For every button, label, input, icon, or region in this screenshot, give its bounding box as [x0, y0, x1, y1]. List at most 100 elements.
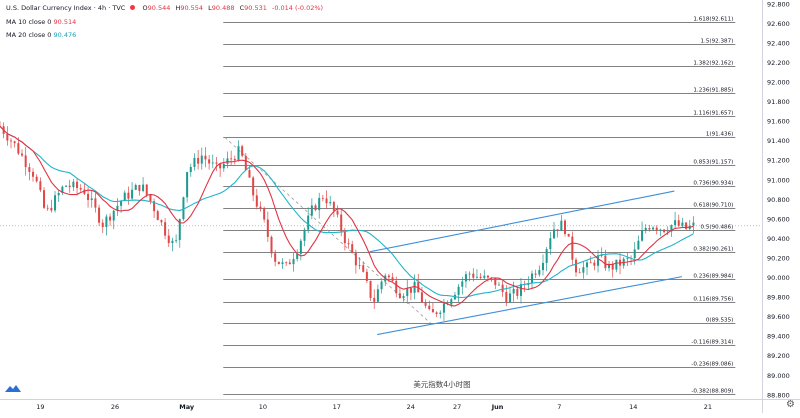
x-tick-label: May	[179, 403, 195, 411]
candle-body	[274, 253, 277, 262]
candle-body	[171, 240, 174, 244]
candle-body	[24, 155, 27, 168]
candle-body	[178, 219, 181, 241]
y-tick-label: 90.800	[767, 196, 790, 204]
candle-body	[160, 220, 163, 223]
candle-body	[72, 181, 75, 188]
candle-body	[329, 202, 332, 204]
candle-body	[655, 227, 658, 231]
y-tick-label: 92.600	[767, 20, 790, 28]
candle-body	[248, 170, 251, 178]
candle-body	[497, 284, 500, 286]
candle-body	[296, 253, 299, 260]
candle-body	[663, 229, 666, 233]
fib-level-label: -0.236(89.086)	[691, 362, 733, 368]
ohlc-high-value: 90.554	[180, 4, 204, 12]
candle-body	[413, 281, 416, 293]
candle-body	[9, 140, 13, 142]
candle-body	[149, 194, 152, 202]
y-tick-label: 92.000	[767, 79, 790, 87]
candle-body	[340, 214, 343, 232]
candle-body	[483, 275, 486, 278]
candle-body	[120, 200, 123, 206]
y-tick-label: 88.800	[767, 391, 790, 399]
ma10-legend[interactable]: MA 10 close 0 90.514	[6, 18, 76, 26]
ma10-line	[0, 125, 694, 307]
candle-body	[109, 216, 112, 221]
candle-body	[35, 176, 38, 182]
fib-trend-line	[224, 137, 431, 324]
y-tick-label: 90.400	[767, 235, 790, 243]
y-tick-label: 90.600	[767, 215, 790, 223]
candle-body	[314, 205, 317, 211]
candle-body	[475, 276, 478, 278]
candle-body	[123, 192, 126, 201]
candle-body	[219, 163, 222, 169]
candle-body	[28, 167, 31, 172]
x-tick-label: 10	[259, 403, 267, 411]
x-tick-label: 14	[629, 403, 637, 411]
fib-level-label: -0.116(89.314)	[691, 340, 733, 346]
candle-body	[450, 299, 453, 305]
candle-body	[644, 228, 647, 231]
candle-body	[479, 276, 482, 278]
candle-body	[387, 275, 390, 278]
candle-body	[57, 192, 60, 196]
candle-body	[21, 153, 24, 156]
fib-level-label: 0.236(89.984)	[693, 274, 733, 280]
candle-body	[575, 259, 578, 273]
candle-body	[98, 207, 101, 223]
candle-body	[420, 292, 423, 303]
candle-body	[61, 186, 64, 193]
candle-body	[164, 222, 167, 236]
symbol-legend[interactable]: U.S. Dollar Currency Index · 4h · TVC O9…	[6, 4, 324, 12]
fib-level-label: 1.116(91.657)	[693, 111, 733, 117]
candle-body	[153, 201, 156, 212]
x-tick-label: 17	[333, 403, 341, 411]
candle-body	[534, 273, 537, 275]
symbol-name[interactable]: U.S. Dollar Currency Index	[6, 4, 92, 12]
candle-body	[560, 220, 563, 231]
chart-title: 美元指数4小时图	[413, 379, 470, 389]
ma20-legend[interactable]: MA 20 close 0 90.476	[6, 31, 76, 39]
candle-body	[380, 281, 383, 290]
candle-body	[626, 257, 629, 259]
candle-body	[307, 215, 310, 230]
candle-body	[310, 205, 313, 216]
tradingview-logo-icon[interactable]	[4, 383, 22, 393]
candle-body	[215, 162, 218, 164]
candle-body	[674, 220, 677, 226]
candle-body	[461, 281, 464, 287]
candle-body	[208, 159, 211, 164]
candle-body	[641, 230, 644, 241]
candle-body	[351, 244, 354, 253]
gear-icon[interactable]: ⚙	[786, 399, 795, 410]
candle-body	[685, 222, 688, 229]
candle-body	[332, 202, 335, 211]
candle-body	[321, 197, 324, 199]
candle-body	[556, 229, 559, 231]
interval-label[interactable]: 4h	[97, 4, 107, 12]
y-tick-label: 91.800	[767, 98, 790, 106]
candle-body	[549, 238, 552, 250]
candle-body	[336, 210, 339, 215]
ohlc-open-value: 90.544	[147, 4, 171, 12]
candle-body	[516, 288, 519, 296]
ohlc-close-label: C	[239, 4, 245, 12]
candle-body	[244, 155, 247, 171]
candle-body	[94, 198, 97, 208]
fib-level-label: 1.236(91.885)	[693, 88, 733, 94]
y-tick-label: 91.400	[767, 137, 790, 145]
candle-body	[54, 195, 57, 211]
candle-body	[90, 198, 93, 201]
candle-body	[431, 309, 434, 313]
candle-body	[252, 177, 255, 196]
fib-level-label: 1.618(92.611)	[693, 17, 733, 23]
candle-body	[505, 292, 508, 303]
candle-body	[285, 262, 288, 264]
candle-body	[142, 184, 145, 191]
y-tick-label: 91.000	[767, 176, 790, 184]
candle-body	[241, 146, 244, 156]
